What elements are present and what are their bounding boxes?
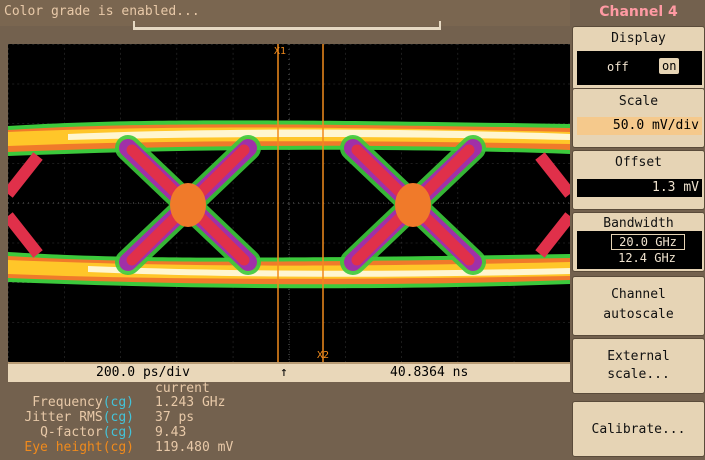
eye-crossing-right xyxy=(340,135,486,275)
measurement-header: current xyxy=(155,381,210,396)
measurement-label: Q-factor xyxy=(40,425,103,440)
eye-edge-right xyxy=(535,152,575,258)
display-off-option[interactable]: off xyxy=(607,60,629,74)
timebase-position[interactable]: 40.8364 ns xyxy=(390,365,469,380)
eye-upper-rail xyxy=(8,120,570,156)
measurement-tag: (cg) xyxy=(102,425,134,440)
display-control: Display off on xyxy=(572,26,705,90)
display-label: Display xyxy=(611,31,666,46)
measurement-label: Eye height xyxy=(24,440,103,455)
measurement-row-eye-height[interactable]: Eye height(cg) xyxy=(24,440,134,455)
horizontal-range-indicator[interactable] xyxy=(133,21,441,30)
measurement-row-frequency[interactable]: Frequency(cg) xyxy=(32,395,134,410)
eye-lower-rail xyxy=(8,252,570,289)
autoscale-line1: Channel xyxy=(611,287,666,302)
measurement-tag: (cg) xyxy=(102,410,134,425)
measurement-value: 9.43 xyxy=(155,425,187,440)
bandwidth-label: Bandwidth xyxy=(603,216,674,231)
display-on-option[interactable]: on xyxy=(659,58,680,74)
measurement-label: Frequency xyxy=(32,395,103,410)
external-line2: scale... xyxy=(607,367,670,382)
offset-field[interactable]: 1.3 mV xyxy=(577,179,702,197)
channel-settings-panel: Channel 4 Display off on Scale 50.0 mV/d… xyxy=(572,0,705,460)
external-scale-button[interactable]: External scale... xyxy=(572,338,705,394)
measurement-tag: (cg) xyxy=(102,395,134,410)
measurement-value: 1.243 GHz xyxy=(155,395,226,410)
eye-diagram: X1 X2 xyxy=(3,44,575,362)
display-toggle[interactable]: off on xyxy=(577,51,702,85)
offset-label: Offset xyxy=(615,155,662,170)
scale-field[interactable]: 50.0 mV/div xyxy=(577,117,702,135)
bandwidth-option-12[interactable]: 12.4 GHz xyxy=(618,251,676,265)
measurement-tag: (cg) xyxy=(102,440,134,455)
status-text: Color grade is enabled... xyxy=(4,4,200,19)
bandwidth-option-20[interactable]: 20.0 GHz xyxy=(611,234,685,250)
bandwidth-control: Bandwidth 20.0 GHz 12.4 GHz xyxy=(572,212,705,272)
measurement-row-jitter[interactable]: Jitter RMS(cg) xyxy=(24,410,134,425)
eye-crossing-left xyxy=(115,135,261,275)
external-line1: External xyxy=(607,349,670,364)
waveform-display[interactable]: X1 X2 xyxy=(3,44,575,362)
measurement-panel: current Frequency(cg) 1.243 GHz Jitter R… xyxy=(0,381,570,460)
measurement-label: Jitter RMS xyxy=(24,410,103,425)
status-bar: Color grade is enabled... xyxy=(0,0,570,26)
panel-title: Channel 4 xyxy=(599,4,678,20)
channel-autoscale-button[interactable]: Channel autoscale xyxy=(572,276,705,336)
calibrate-label: Calibrate... xyxy=(591,422,686,437)
marker-x2-label: X2 xyxy=(317,350,329,361)
measurement-value: 119.480 mV xyxy=(155,440,234,455)
offset-control: Offset 1.3 mV xyxy=(572,150,705,210)
measurement-row-qfactor[interactable]: Q-factor(cg) xyxy=(40,425,134,440)
bandwidth-selector[interactable]: 20.0 GHz 12.4 GHz xyxy=(577,231,702,269)
marker-x1-label: X1 xyxy=(274,46,286,57)
timebase-scale[interactable]: 200.0 ps/div xyxy=(96,365,190,380)
trigger-arrow: ↑ xyxy=(280,365,288,380)
scale-label: Scale xyxy=(618,94,659,109)
measurement-value: 37 ps xyxy=(155,410,195,425)
calibrate-button[interactable]: Calibrate... xyxy=(572,401,705,457)
scale-control: Scale 50.0 mV/div xyxy=(572,88,705,148)
autoscale-line2: autoscale xyxy=(603,307,674,322)
timebase-bar: 200.0 ps/div ↑ 40.8364 ns xyxy=(8,362,570,382)
eye-edge-left xyxy=(3,152,43,258)
